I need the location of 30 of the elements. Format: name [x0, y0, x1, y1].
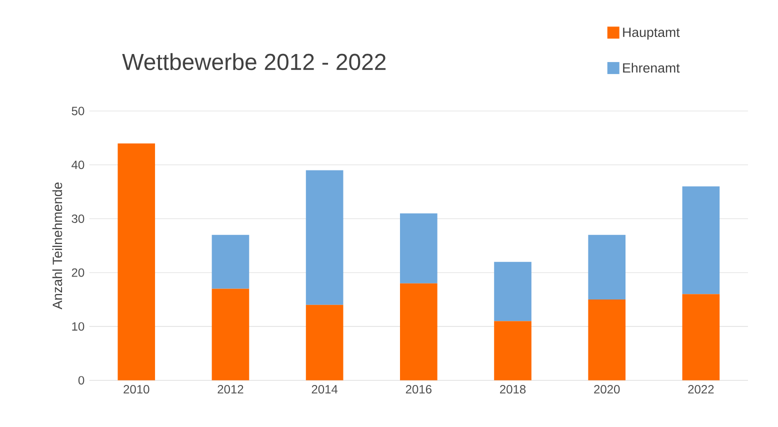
bar [118, 143, 156, 380]
x-tick-label: 2014 [312, 385, 338, 394]
x-tick-label: 2010 [124, 385, 150, 394]
bar [494, 262, 532, 322]
bar [588, 234, 626, 300]
x-tick-label: 2012 [218, 385, 244, 394]
y-tick-label: 20 [72, 268, 84, 277]
bar [306, 304, 344, 380]
x-tick-label: 2022 [688, 385, 714, 394]
bar [212, 288, 250, 380]
bar [682, 294, 720, 380]
bar [494, 321, 532, 380]
y-tick-label: 0 [78, 376, 84, 385]
x-tick-label: 2020 [594, 385, 620, 394]
y-axis-title: Anzahl Teilnehmende [52, 182, 62, 310]
bar [400, 213, 438, 284]
bar [212, 234, 250, 289]
legend-label: Ehrenamt [623, 62, 680, 73]
bar [682, 186, 720, 294]
x-tick-label: 2018 [500, 385, 526, 394]
y-tick-label: 50 [72, 106, 84, 116]
chart-title: Wettbewerbe 2012 - 2022 [122, 53, 386, 70]
y-tick-label: 30 [72, 214, 84, 223]
y-tick-label: 40 [72, 160, 84, 170]
bar [400, 283, 438, 380]
bar [588, 300, 626, 380]
legend-label: Hauptamt [623, 28, 680, 40]
y-tick-label: 10 [72, 322, 84, 331]
bar [306, 170, 344, 305]
x-tick-label: 2016 [406, 385, 432, 394]
